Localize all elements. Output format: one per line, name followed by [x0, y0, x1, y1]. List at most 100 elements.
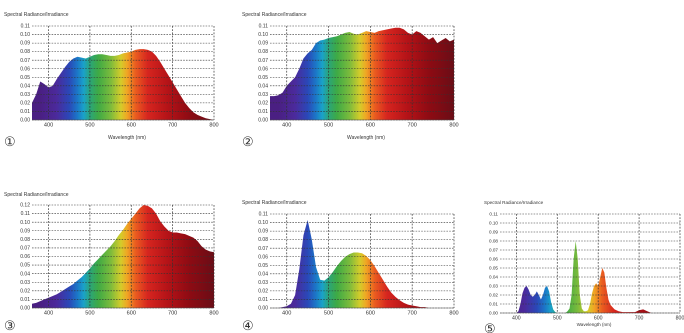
- x-tick-label: 800: [449, 123, 458, 129]
- y-tick-label: 0.07: [258, 58, 268, 64]
- x-tick-label: 500: [85, 311, 94, 317]
- y-tick-label: 0.11: [21, 24, 31, 30]
- y-tick-label: 0.04: [258, 83, 268, 89]
- y-tick-label: 0.07: [489, 248, 498, 253]
- y-axis-title: Spectral Radiance/Irradiance: [242, 200, 307, 206]
- x-tick-label: 400: [44, 123, 53, 129]
- y-tick-label: 0.11: [259, 212, 269, 218]
- y-tick-label: 0.11: [259, 24, 269, 30]
- x-tick-label: 600: [127, 123, 136, 129]
- x-tick-label: 700: [408, 311, 417, 317]
- y-tick-label: 0.09: [258, 229, 268, 235]
- y-tick-label: 0.10: [20, 220, 30, 226]
- x-tick-label: 600: [127, 311, 136, 317]
- y-tick-label: 0.03: [20, 92, 30, 98]
- y-tick-label: 0.08: [258, 237, 268, 243]
- x-tick-label: 700: [635, 316, 644, 322]
- y-tick-label: 0.10: [20, 32, 30, 38]
- y-tick-label: 0.02: [489, 293, 498, 298]
- y-tick-label: 0.08: [20, 49, 30, 55]
- y-tick-label: 0.02: [20, 288, 30, 294]
- y-tick-label: 0.00: [20, 118, 30, 124]
- chart-panel-5: 0.00 0.01 0.02 0.03 0.04 0.05 0.06 0.07 0.08 0.09…: [484, 200, 684, 333]
- y-tick-label: 0.06: [489, 257, 498, 262]
- x-axis-title: Wavelength (nm): [577, 322, 612, 327]
- x-tick-label: 600: [366, 123, 375, 129]
- y-tick-label: 0.01: [20, 109, 30, 115]
- y-tick-label: 0.10: [258, 32, 268, 38]
- y-tick-label: 0.08: [489, 239, 498, 244]
- y-axis-title: Spectral Radiance/Irradiance: [4, 12, 69, 18]
- x-tick-label: 400: [282, 123, 291, 129]
- y-tick-label: 0.08: [258, 49, 268, 55]
- x-tick-label: 700: [168, 123, 177, 129]
- chart-panel-4: 0.00 0.01 0.02 0.03 0.04 0.05 0.06 0.07 0.08 0.09…: [242, 200, 459, 333]
- y-tick-label: 0.01: [258, 297, 268, 303]
- chart-panel-2: 0.00 0.01 0.02 0.03 0.04 0.05 0.06 0.07 0.08 0.09…: [242, 12, 459, 149]
- y-tick-label: 0.07: [20, 246, 30, 252]
- y-tick-label: 0.06: [258, 254, 268, 260]
- y-tick-label: 0.06: [258, 66, 268, 72]
- y-tick-label: 0.09: [489, 230, 498, 235]
- chart-panel-3: 0.00 0.01 0.02 0.03 0.04 0.05 0.06 0.07 0.08 0.09…: [4, 192, 219, 333]
- y-tick-label: 0.00: [258, 306, 268, 312]
- x-tick-label: 500: [85, 123, 94, 129]
- y-tick-label: 0.09: [20, 41, 30, 47]
- y-tick-label: 0.11: [489, 212, 498, 217]
- y-tick-label: 0.09: [20, 228, 30, 234]
- y-tick-label: 0.11: [21, 211, 31, 217]
- y-tick-label: 0.09: [258, 41, 268, 47]
- x-tick-label: 800: [209, 311, 218, 317]
- y-tick-label: 0.05: [258, 263, 268, 269]
- x-tick-label: 400: [512, 316, 521, 322]
- y-tick-label: 0.01: [258, 109, 268, 115]
- panel-number-label: ③: [4, 318, 16, 333]
- y-tick-label: 0.04: [489, 275, 498, 280]
- x-tick-label: 400: [44, 311, 53, 317]
- y-tick-label: 0.08: [20, 237, 30, 243]
- panel-number-label: ⑤: [484, 321, 496, 333]
- x-tick-label: 600: [594, 316, 603, 322]
- y-tick-label: 0.04: [20, 271, 30, 277]
- y-tick-label: 0.12: [20, 203, 30, 209]
- x-axis-title: Wavelength (nm): [347, 135, 385, 141]
- spectrum-area: [270, 27, 454, 120]
- y-tick-label: 0.06: [20, 254, 30, 260]
- y-tick-label: 0.05: [258, 75, 268, 81]
- y-tick-label: 0.05: [489, 266, 498, 271]
- y-tick-label: 0.05: [20, 75, 30, 81]
- x-tick-label: 800: [449, 311, 458, 317]
- x-tick-label: 800: [676, 316, 684, 322]
- y-tick-label: 0.01: [20, 297, 30, 303]
- y-tick-label: 0.00: [489, 311, 498, 316]
- y-tick-label: 0.07: [258, 246, 268, 252]
- panel-number-label: ④: [242, 318, 254, 333]
- y-tick-label: 0.07: [20, 58, 30, 64]
- x-tick-label: 500: [553, 316, 562, 322]
- y-axis-title: Spectral Radiance/Irradiance: [4, 192, 69, 198]
- y-tick-label: 0.02: [258, 289, 268, 295]
- y-tick-label: 0.00: [258, 118, 268, 124]
- x-tick-label: 600: [366, 311, 375, 317]
- y-tick-label: 0.03: [489, 284, 498, 289]
- y-tick-label: 0.03: [258, 280, 268, 286]
- x-tick-label: 400: [282, 311, 291, 317]
- x-tick-label: 500: [324, 123, 333, 129]
- y-tick-label: 0.00: [20, 306, 30, 312]
- spectrum-area: [270, 219, 454, 308]
- y-tick-label: 0.10: [489, 221, 498, 226]
- y-tick-label: 0.01: [489, 302, 498, 307]
- y-tick-label: 0.02: [20, 101, 30, 107]
- x-tick-label: 800: [209, 123, 218, 129]
- y-tick-label: 0.02: [258, 101, 268, 107]
- y-axis-title: Spectral Radiance/Irradiance: [484, 200, 544, 205]
- x-tick-label: 700: [168, 311, 177, 317]
- x-tick-label: 700: [408, 123, 417, 129]
- chart-panel-1: 0.00 0.01 0.02 0.03 0.04 0.05 0.06 0.07 0.08 0.09…: [4, 12, 219, 149]
- y-tick-label: 0.10: [258, 220, 268, 226]
- panel-number-label: ①: [4, 134, 16, 149]
- y-tick-label: 0.05: [20, 263, 30, 269]
- y-tick-label: 0.06: [20, 66, 30, 72]
- x-axis-title: Wavelength (nm): [108, 135, 146, 141]
